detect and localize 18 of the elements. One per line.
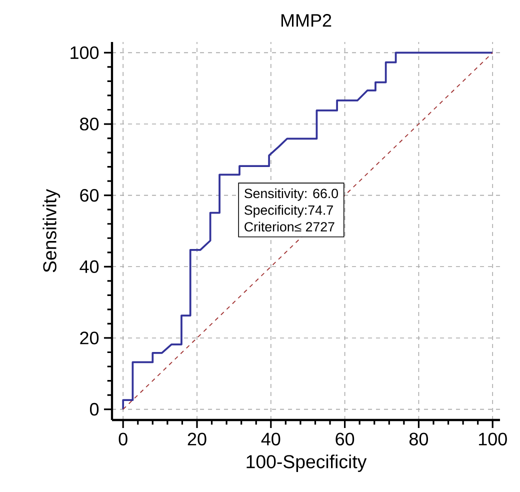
- x-tick-label: 20: [188, 432, 206, 446]
- y-tick-label: 80: [80, 118, 99, 130]
- y-tick-label: 60: [80, 188, 99, 202]
- y-tick-label: 100: [70, 46, 99, 60]
- x-tick-label: 100: [478, 432, 507, 446]
- y-tick-label: 40: [80, 260, 99, 274]
- x-tick-label: 0: [118, 432, 128, 446]
- chart-title: MMP2: [281, 14, 332, 27]
- x-tick-label: 40: [261, 432, 280, 446]
- y-axis-title: Sensitivity: [42, 189, 60, 272]
- x-axis-title: 100-Specificity: [246, 454, 367, 472]
- y-tick-label: 20: [80, 332, 99, 344]
- annotation: Criterion≤ 2727: [244, 222, 334, 232]
- x-tick-label: 80: [409, 432, 428, 446]
- y-tick-label: 0: [90, 402, 99, 416]
- annotation: Specificity:74.7: [244, 205, 333, 218]
- x-tick-label: 60: [336, 432, 354, 446]
- annotation: Sensitivity: 66.0: [244, 188, 338, 201]
